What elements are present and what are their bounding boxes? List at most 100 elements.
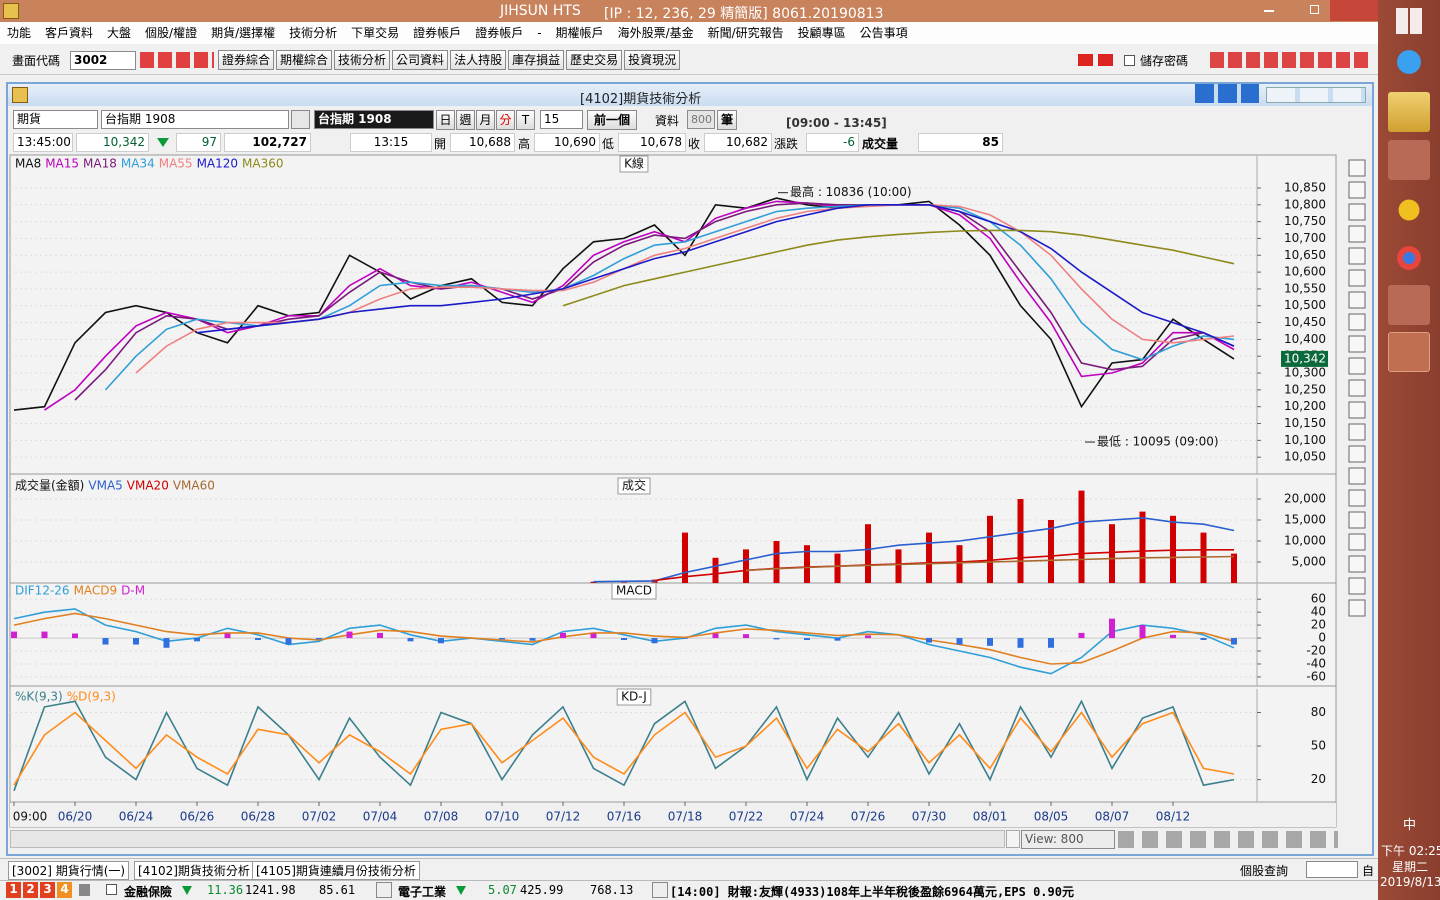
zoom-tools[interactable] bbox=[1118, 831, 1338, 848]
menu-item[interactable]: 客戶資料 bbox=[45, 26, 94, 40]
drawing-tool[interactable] bbox=[1348, 533, 1366, 551]
menu-item[interactable]: 證券帳戶 bbox=[413, 26, 462, 40]
subwindow-controls[interactable] bbox=[1266, 87, 1366, 103]
period-day[interactable]: 日 bbox=[436, 110, 455, 130]
menu-item[interactable]: 下單交易 bbox=[351, 26, 400, 40]
clock-weekday: 星期二 bbox=[1392, 860, 1429, 874]
menu-item[interactable]: 期貨/選擇權 bbox=[211, 26, 276, 40]
crown-icon[interactable] bbox=[1388, 190, 1430, 230]
series-line bbox=[13, 197, 1235, 411]
sector-select[interactable] bbox=[652, 882, 668, 898]
news-ticker[interactable]: [14:00] 財報:友輝(4933)108年上半年稅後盈餘6964萬元,EPS… bbox=[670, 885, 1074, 899]
page-button[interactable]: 2 bbox=[23, 882, 38, 898]
drawing-tool[interactable] bbox=[1348, 511, 1366, 529]
search-input[interactable] bbox=[1306, 861, 1358, 878]
drawing-tool[interactable] bbox=[1348, 313, 1366, 331]
menu-item[interactable]: 證券帳戶 bbox=[475, 26, 524, 40]
tab-active[interactable]: [4102]期貨技術分析 bbox=[134, 861, 254, 880]
chrome-icon[interactable] bbox=[1388, 238, 1430, 278]
symbol-input[interactable]: 台指期 1908 bbox=[101, 110, 289, 129]
x-tick-label: 08/07 bbox=[1095, 810, 1130, 824]
toolbar-button[interactable]: 歷史交易 bbox=[566, 50, 623, 70]
market-select[interactable]: 期貨 bbox=[13, 110, 98, 129]
save-password-checkbox[interactable] bbox=[1124, 55, 1135, 66]
menu-item[interactable]: 大盤 bbox=[107, 26, 132, 40]
minimize-button[interactable] bbox=[1264, 10, 1274, 12]
close-button[interactable] bbox=[1330, 0, 1378, 21]
ie-icon[interactable] bbox=[1388, 42, 1430, 82]
legend-entry: D-M bbox=[121, 584, 145, 598]
menu-item[interactable]: 功能 bbox=[7, 26, 32, 40]
search-button[interactable] bbox=[291, 110, 310, 129]
drawing-tool[interactable] bbox=[1348, 159, 1366, 177]
y-tick-label: 10,800 bbox=[1284, 197, 1326, 211]
y-tick-label: 10,200 bbox=[1284, 399, 1326, 413]
drawing-tool[interactable] bbox=[1348, 577, 1366, 595]
data-count[interactable]: 800 bbox=[687, 110, 715, 129]
page-button[interactable]: 1 bbox=[6, 882, 21, 898]
drawing-tool[interactable] bbox=[1348, 423, 1366, 441]
drawing-tool[interactable] bbox=[1348, 203, 1366, 221]
prev-button[interactable]: 前一個 bbox=[587, 110, 637, 130]
paint-icon[interactable] bbox=[1388, 140, 1430, 180]
code-input[interactable]: 3002 bbox=[70, 51, 136, 70]
start-button[interactable] bbox=[1396, 8, 1422, 34]
subwindow-tools[interactable] bbox=[1195, 84, 1259, 103]
tab[interactable]: [4105]期貨連續月份技術分析 bbox=[252, 861, 420, 880]
hts-icon[interactable] bbox=[1388, 332, 1430, 372]
data-unit[interactable]: 筆 bbox=[717, 110, 737, 130]
toolbar-button[interactable]: 庫存損益 bbox=[508, 50, 565, 70]
checkbox[interactable] bbox=[106, 884, 117, 895]
period-month[interactable]: 月 bbox=[476, 110, 495, 130]
drawing-tool[interactable] bbox=[1348, 467, 1366, 485]
menu-item[interactable]: 技術分析 bbox=[289, 26, 338, 40]
notes-icon[interactable] bbox=[1388, 285, 1430, 325]
period-minute[interactable]: 分 bbox=[496, 110, 515, 130]
toolbar-button[interactable]: 技術分析 bbox=[334, 50, 391, 70]
page-button[interactable]: 3 bbox=[40, 882, 55, 898]
menu-item[interactable]: - bbox=[537, 26, 542, 40]
period-week[interactable]: 週 bbox=[456, 110, 475, 130]
drawing-tool[interactable] bbox=[1348, 181, 1366, 199]
annotation: 最高 : 10836 (10:00) bbox=[790, 184, 912, 199]
menu-item[interactable]: 海外股票/基金 bbox=[617, 26, 694, 40]
histogram-bar bbox=[499, 638, 505, 640]
series-line bbox=[562, 229, 1235, 307]
drawing-tool[interactable] bbox=[1348, 379, 1366, 397]
drawing-tool[interactable] bbox=[1348, 291, 1366, 309]
up-arrow bbox=[456, 886, 466, 895]
drawing-tool[interactable] bbox=[1348, 335, 1366, 353]
sector-select[interactable] bbox=[376, 882, 392, 898]
tab[interactable]: [3002] 期貨行情(一) bbox=[8, 861, 130, 880]
period-tick[interactable]: T bbox=[516, 110, 535, 130]
drawing-tool[interactable] bbox=[1348, 247, 1366, 265]
restore-button[interactable] bbox=[1310, 5, 1319, 14]
toolbar-button[interactable]: 證券綜合 bbox=[218, 50, 275, 70]
x-tick-label: 07/10 bbox=[485, 810, 520, 824]
lock-icon[interactable] bbox=[79, 884, 90, 896]
toolbar-button[interactable]: 投資現況 bbox=[624, 50, 681, 70]
drawing-tool[interactable] bbox=[1348, 599, 1366, 617]
drawing-tool[interactable] bbox=[1348, 357, 1366, 375]
toolbar-button[interactable]: 期權綜合 bbox=[276, 50, 333, 70]
menu-item[interactable]: 公告事項 bbox=[859, 26, 908, 40]
menu-item[interactable]: 期權帳戶 bbox=[555, 26, 604, 40]
menu-item[interactable]: 新聞/研究報告 bbox=[707, 26, 784, 40]
interval-select[interactable]: 15 bbox=[540, 110, 583, 129]
scroll-right[interactable] bbox=[1006, 830, 1020, 848]
ime-indicator[interactable]: 中 bbox=[1403, 818, 1417, 833]
scroll-track[interactable] bbox=[10, 830, 1005, 848]
drawing-tool[interactable] bbox=[1348, 269, 1366, 287]
menu-item[interactable]: 投顧專區 bbox=[797, 26, 846, 40]
drawing-tool[interactable] bbox=[1348, 225, 1366, 243]
drawing-tool[interactable] bbox=[1348, 489, 1366, 507]
menu-item[interactable]: 個股/權證 bbox=[145, 26, 198, 40]
page-button[interactable]: 4 bbox=[57, 882, 72, 898]
drawing-tool[interactable] bbox=[1348, 401, 1366, 419]
explorer-icon[interactable] bbox=[1388, 92, 1430, 132]
toolbar-button[interactable]: 法人持股 bbox=[450, 50, 507, 70]
drawing-tool[interactable] bbox=[1348, 445, 1366, 463]
histogram-bar bbox=[621, 638, 627, 641]
drawing-tool[interactable] bbox=[1348, 555, 1366, 573]
toolbar-button[interactable]: 公司資料 bbox=[392, 50, 449, 70]
